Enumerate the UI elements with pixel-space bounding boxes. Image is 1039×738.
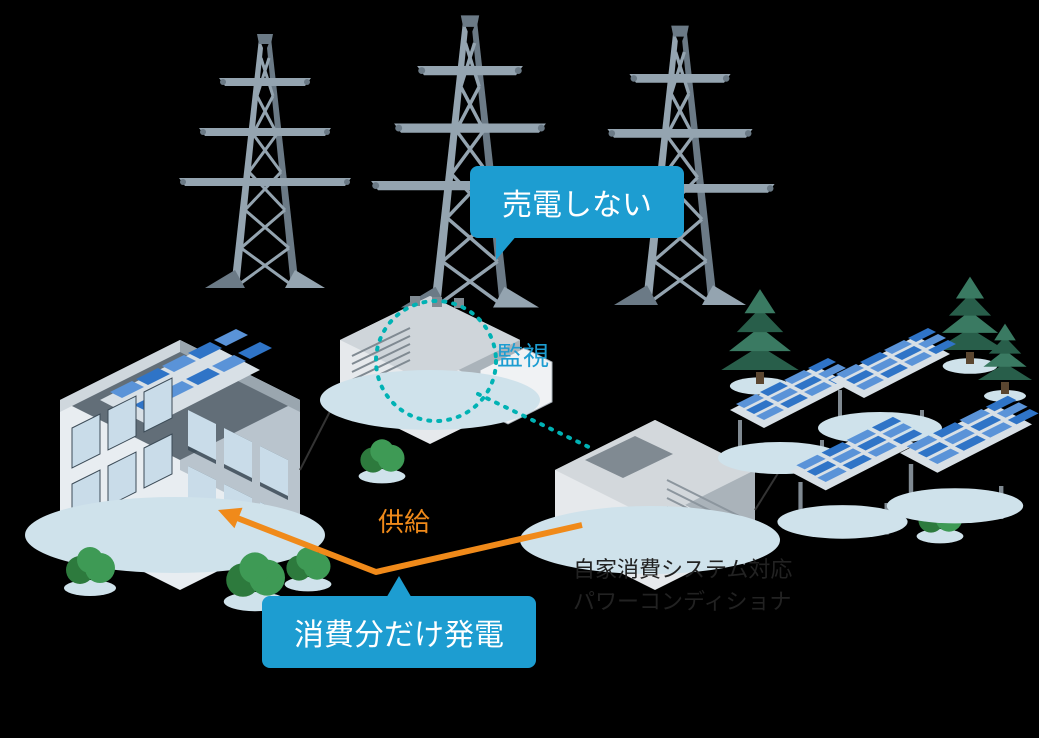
label-supply: 供給	[378, 502, 430, 539]
label-pcs-line2: パワーコンディショナ	[573, 584, 791, 616]
bubble-gen-only: 消費分だけ発電	[262, 596, 536, 668]
bubble-no-sell-tail	[496, 234, 518, 260]
label-pcs-line1: 自家消費システム対応	[573, 552, 792, 584]
label-monitor: 監視	[497, 336, 549, 373]
label-pcs-line1-text: 自家消費システム対応	[573, 557, 792, 582]
bubble-gen-only-tail	[385, 576, 413, 600]
label-pcs-line2-text: パワーコンディショナ	[573, 589, 791, 614]
bubble-gen-only-text: 消費分だけ発電	[294, 619, 504, 652]
label-monitor-text: 監視	[497, 341, 549, 371]
bubble-no-sell-text: 売電しない	[502, 189, 652, 222]
bubble-no-sell: 売電しない	[470, 166, 684, 238]
diagram-canvas: 売電しない 消費分だけ発電 監視 供給 自家消費システム対応 パワーコンディショ…	[0, 0, 1039, 738]
label-supply-text: 供給	[378, 507, 430, 537]
